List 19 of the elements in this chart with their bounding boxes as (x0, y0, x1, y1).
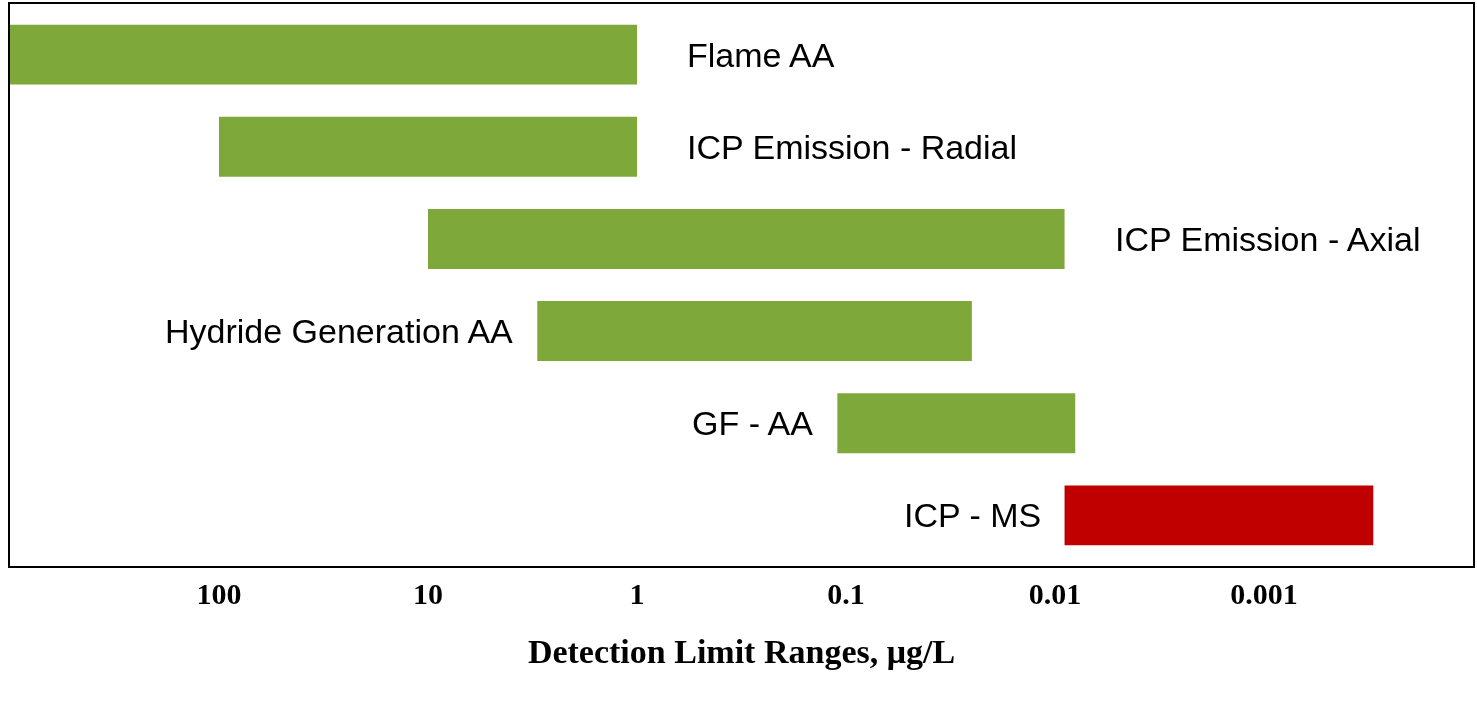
x-axis-title: Detection Limit Ranges, μg/L (527, 632, 956, 670)
x-tick-label: 100 (196, 577, 242, 610)
bar (837, 393, 1076, 454)
y-tick-label: Hydride Generation AA (165, 312, 514, 350)
x-tick-label: 0.1 (827, 577, 865, 610)
x-tick-label: 1 (629, 577, 645, 610)
x-tick-label: 0.01 (1028, 577, 1082, 610)
bar (10, 24, 637, 85)
bar (219, 116, 637, 177)
bar (428, 208, 1065, 269)
y-tick-label: ICP - MS (904, 496, 1042, 534)
y-tick-label: GF - AA (692, 404, 814, 442)
y-tick-label: ICP Emission - Axial (1115, 220, 1421, 258)
bar (537, 301, 972, 362)
x-tick-label: 10 (413, 577, 443, 610)
x-tick-label: 0.001 (1230, 577, 1298, 610)
bar (1064, 485, 1374, 546)
y-tick-label: Flame AA (687, 36, 835, 74)
y-tick-label: ICP Emission - Radial (687, 128, 1018, 166)
